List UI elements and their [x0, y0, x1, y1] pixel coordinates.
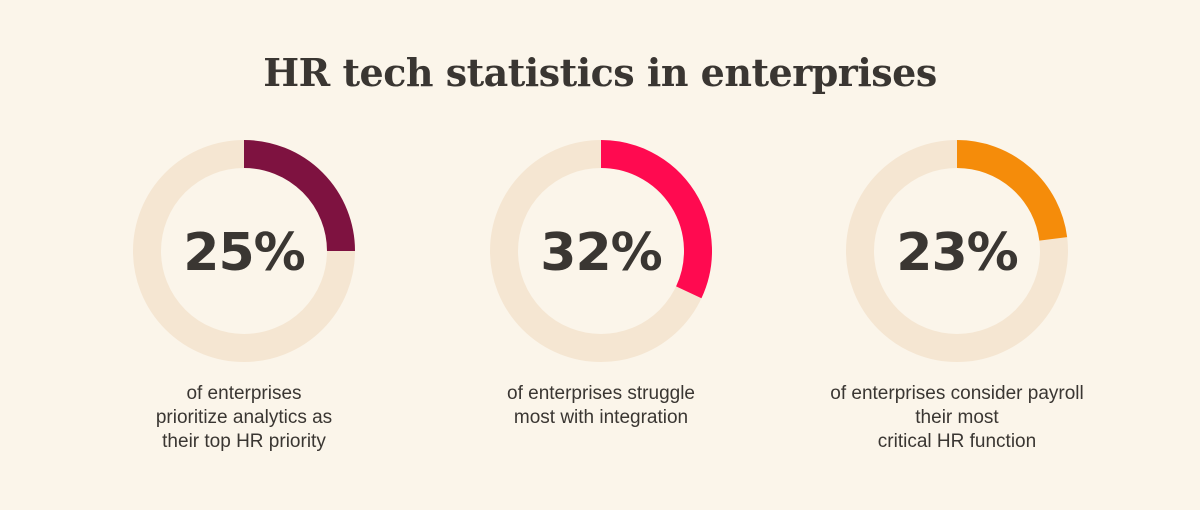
donut-arc: [243, 140, 355, 252]
page-title: HR tech statistics in enterprises: [263, 50, 937, 95]
donut-chart: 23%: [846, 140, 1068, 362]
donut-arc: [600, 140, 712, 299]
stat-payroll: 23% of enterprises consider payroll thei…: [777, 140, 1137, 454]
caption-line: prioritize analytics as: [155, 407, 333, 428]
percentage-label: 32%: [540, 223, 661, 283]
caption-line: critical HR function: [877, 431, 1037, 452]
caption-line: most with integration: [513, 407, 689, 428]
stat-caption: of enterprises consider payroll their mo…: [777, 382, 1137, 454]
donut-chart: 25%: [133, 140, 355, 362]
stat-caption: of enterprises struggle most with integr…: [421, 382, 781, 430]
stat-integration: 32% of enterprises struggle most with in…: [421, 140, 781, 430]
caption-line: of enterprises consider payroll: [830, 383, 1084, 404]
donut-arc: [956, 140, 1068, 242]
caption-line: of enterprises: [186, 383, 302, 404]
caption-line: their top HR priority: [162, 431, 326, 452]
donut-chart: 32%: [490, 140, 712, 362]
caption-line: of enterprises struggle: [507, 383, 695, 404]
percentage-label: 23%: [896, 223, 1017, 283]
percentage-label: 25%: [183, 223, 304, 283]
caption-line: their most: [915, 407, 999, 428]
stat-caption: of enterprises prioritize analytics as t…: [64, 382, 424, 454]
stat-analytics: 25% of enterprises prioritize analytics …: [64, 140, 424, 454]
